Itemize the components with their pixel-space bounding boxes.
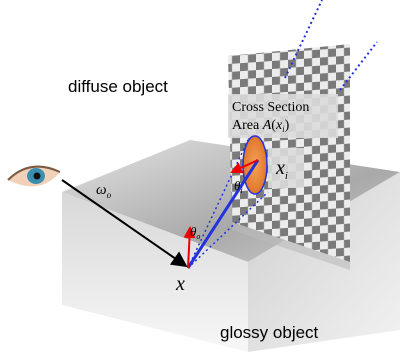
label: x — [175, 273, 185, 295]
diagram: diffuse object glossy object Cross Secti… — [0, 0, 406, 352]
eye — [8, 167, 60, 187]
label: Area A(xi) — [232, 118, 290, 134]
label: Cross Section — [232, 100, 309, 115]
label: diffuse object — [68, 77, 168, 96]
label: glossy object — [220, 323, 319, 342]
label-box — [268, 148, 304, 188]
